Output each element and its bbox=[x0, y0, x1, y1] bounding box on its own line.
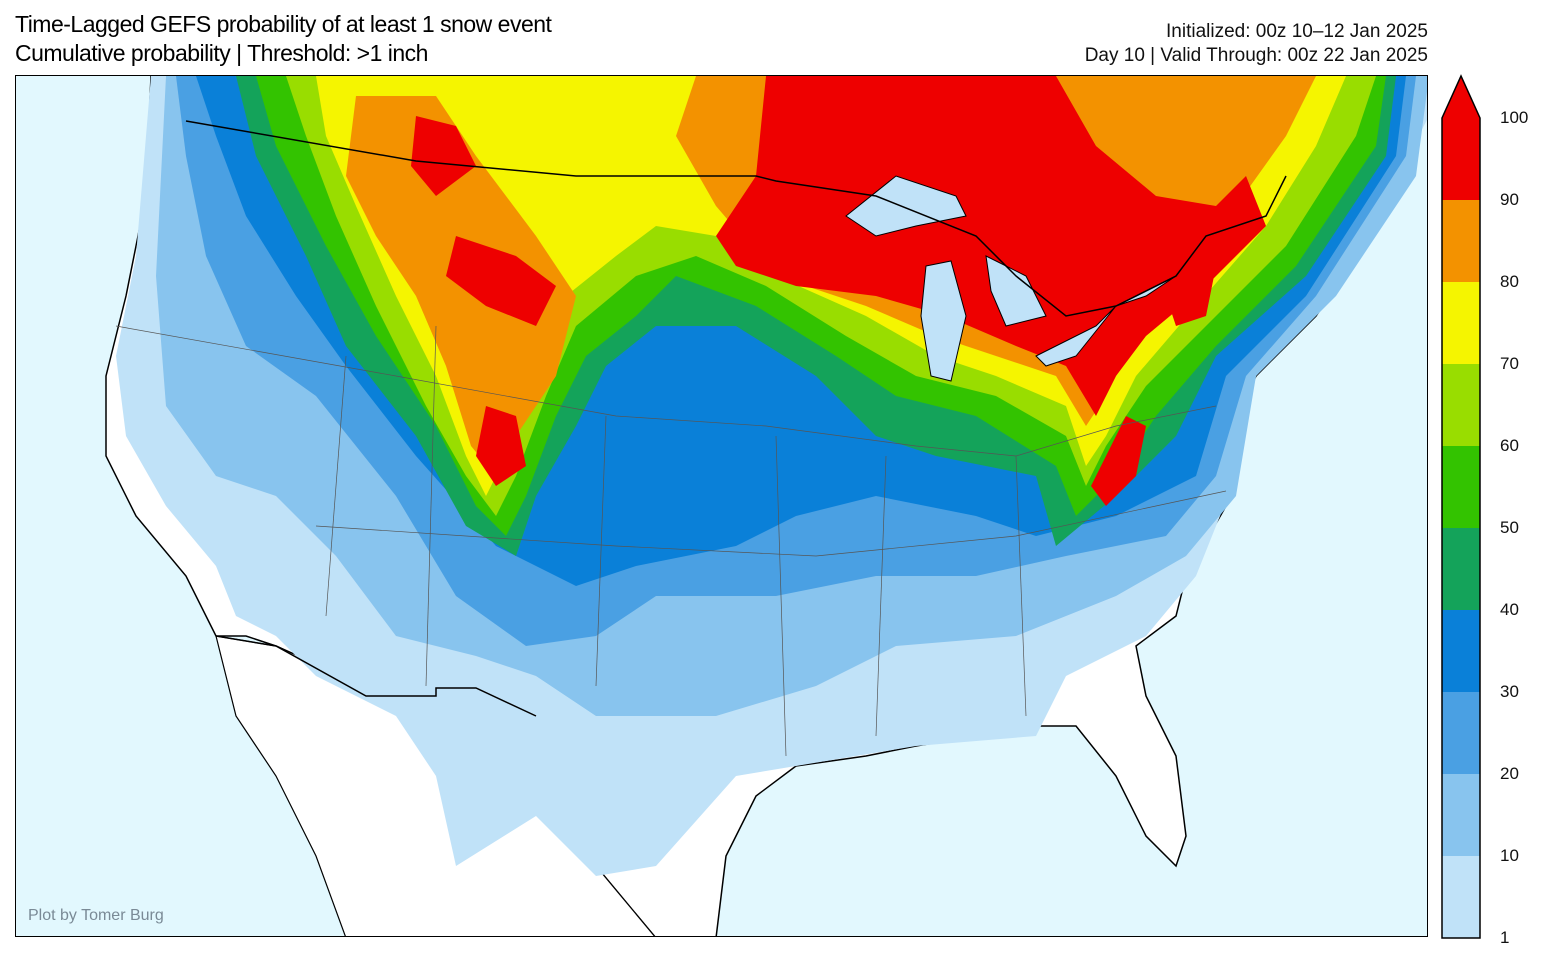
map-svg bbox=[105, 76, 1427, 936]
colorbar-segment bbox=[1442, 76, 1480, 200]
colorbar-segment bbox=[1442, 364, 1480, 446]
colorbar-segment bbox=[1442, 610, 1480, 692]
colorbar-tick-label: 40 bbox=[1500, 600, 1519, 619]
colorbar-tick-label: 20 bbox=[1500, 764, 1519, 783]
title-line1: Time-Lagged GEFS probability of at least… bbox=[15, 11, 552, 37]
colorbar-tick-label: 30 bbox=[1500, 682, 1519, 701]
colorbar bbox=[1441, 74, 1481, 939]
borders bbox=[185, 120, 1287, 717]
colorbar-segment bbox=[1442, 200, 1480, 282]
colorbar-tick-label: 70 bbox=[1500, 354, 1519, 373]
colorbar-tick-label: 50 bbox=[1500, 518, 1519, 537]
colorbar-tick-label: 80 bbox=[1500, 272, 1519, 291]
colorbar-segment bbox=[1442, 446, 1480, 528]
colorbar-tick-label: 60 bbox=[1500, 436, 1519, 455]
colorbar-segment bbox=[1442, 282, 1480, 364]
colorbar-tick-label: 100 bbox=[1500, 108, 1529, 127]
great-lakes bbox=[845, 175, 1177, 382]
colorbar-outline bbox=[1441, 74, 1481, 939]
valid-text: Day 10 | Valid Through: 00z 22 Jan 2025 bbox=[1084, 45, 1428, 66]
colorbar-segment bbox=[1442, 528, 1480, 610]
initialized-text: Initialized: 00z 10–12 Jan 2025 bbox=[1166, 21, 1428, 42]
probability-contours bbox=[116, 76, 1427, 876]
colorbar-tick-label: 90 bbox=[1500, 190, 1519, 209]
colorbar-tick-label: 10 bbox=[1500, 846, 1519, 865]
colorbar-segment bbox=[1442, 774, 1480, 856]
colorbar-segment bbox=[1442, 692, 1480, 774]
credit-text: Plot by Tomer Burg bbox=[28, 907, 164, 924]
run-info: Initialized: 00z 10–12 Jan 2025 Day 10 |… bbox=[1085, 20, 1428, 68]
colorbar-tick-label: 1 bbox=[1500, 928, 1510, 947]
probability-map bbox=[15, 75, 1428, 937]
map-title: Time-Lagged GEFS probability of at least… bbox=[15, 10, 552, 68]
colorbar-segment bbox=[1442, 856, 1480, 938]
title-line2: Cumulative probability | Threshold: >1 i… bbox=[15, 40, 428, 66]
state-lines bbox=[115, 325, 1227, 757]
